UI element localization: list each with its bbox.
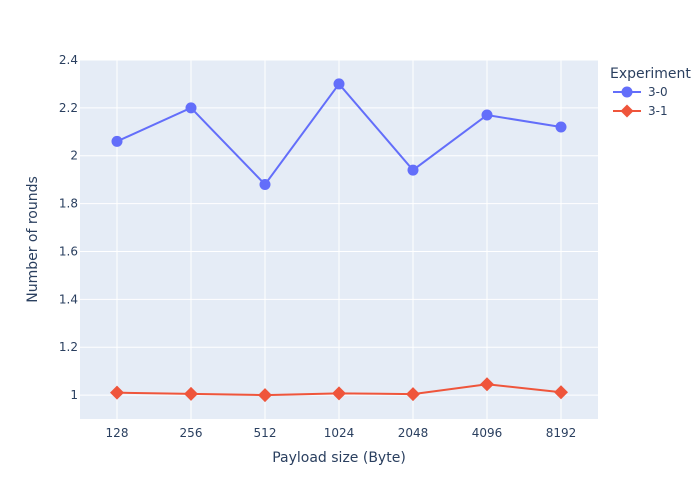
- y-tick-label: 2.2: [59, 101, 78, 115]
- series-layer: [110, 78, 568, 403]
- data-point: [406, 387, 420, 402]
- data-point: [110, 385, 124, 400]
- legend-marker: [621, 86, 633, 98]
- y-tick-label: 1.6: [59, 244, 78, 258]
- data-point: [332, 386, 346, 401]
- y-tick-label: 1: [70, 388, 78, 402]
- x-tick-label: 256: [180, 426, 203, 440]
- x-tick-label: 4096: [472, 426, 503, 440]
- x-tick-label: 128: [106, 426, 129, 440]
- data-point: [259, 178, 271, 190]
- data-point: [555, 121, 567, 133]
- y-tick-label: 1.8: [59, 197, 78, 211]
- y-tick-label: 1.2: [59, 340, 78, 354]
- legend-marker: [620, 104, 634, 118]
- series-3-0: [111, 78, 567, 190]
- data-point: [407, 164, 419, 176]
- legend: Experiment 3-03-1: [610, 66, 691, 118]
- x-tick-label: 2048: [398, 426, 429, 440]
- data-point: [258, 388, 272, 403]
- data-point: [333, 78, 345, 90]
- y-axis-title: Number of rounds: [25, 176, 41, 303]
- y-tick-label: 2.4: [59, 53, 78, 67]
- y-tick-labels: 1 1.2 1.4 1.6 1.8 2 2.2 2.4: [59, 53, 78, 402]
- y-tick-label: 2: [70, 149, 78, 163]
- data-point: [481, 109, 493, 121]
- data-point: [185, 102, 197, 114]
- x-tick-label: 512: [254, 426, 277, 440]
- legend-label: 3-0: [648, 85, 668, 99]
- legend-items: 3-03-1: [613, 85, 668, 118]
- legend-title: Experiment: [610, 66, 691, 82]
- series-3-1: [110, 377, 568, 403]
- x-tick-labels: 128 256 512 1024 2048 4096 8192: [106, 426, 577, 440]
- legend-item-3-0[interactable]: 3-0: [613, 85, 668, 99]
- data-point: [480, 377, 494, 392]
- data-point: [554, 385, 568, 400]
- data-point: [184, 386, 198, 401]
- grid-layer: [80, 59, 598, 419]
- x-tick-label: 1024: [324, 426, 355, 440]
- data-point: [111, 135, 123, 147]
- y-tick-label: 1.4: [59, 292, 78, 306]
- legend-item-3-1[interactable]: 3-1: [613, 104, 668, 118]
- legend-label: 3-1: [648, 104, 668, 118]
- x-tick-label: 8192: [546, 426, 577, 440]
- x-axis-title: Payload size (Byte): [272, 450, 406, 466]
